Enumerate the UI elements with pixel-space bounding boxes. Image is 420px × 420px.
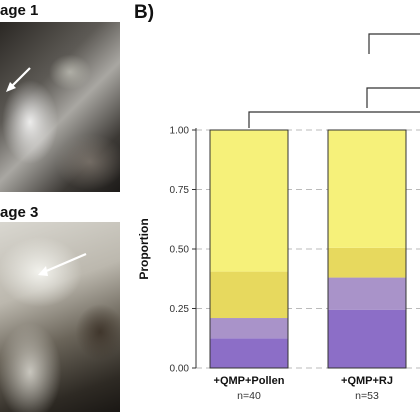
y-tick-label: 0.75 (170, 185, 190, 196)
grid-layer (196, 129, 420, 369)
stage-1-arrow-icon (6, 67, 31, 92)
bar-outline (209, 129, 289, 369)
bar-segment (328, 277, 406, 310)
sample-size-label: n=40 (237, 390, 261, 402)
bar-segment (328, 247, 406, 278)
stacked-bar-chart: 0.00 0.25 0.50 0.75 1.00 Proportion +QMP+Polle… (137, 33, 420, 403)
stage-3-arrow-icon (38, 252, 87, 276)
sample-size-label: n=53 (355, 390, 379, 402)
bar-segment (210, 338, 288, 368)
bar-segment (210, 318, 288, 339)
y-tick-label: 1.00 (170, 126, 190, 137)
bar-outline (327, 129, 407, 369)
bar-segment (210, 130, 288, 272)
y-tick-label: 0.50 (170, 245, 190, 256)
y-axis-label: Proportion (137, 218, 151, 279)
bar-segment (210, 271, 288, 319)
bracket-layer: nsns (248, 33, 420, 128)
stage-3-label: age 3 (0, 204, 39, 221)
significance-bracket (248, 111, 420, 128)
y-tick-label: 0.25 (170, 304, 190, 315)
significance-bracket (368, 33, 420, 54)
x-tick-label: +QMP+Pollen (214, 375, 285, 387)
significance-bracket (366, 87, 420, 108)
panel-b-letter: B) (134, 2, 155, 23)
stage-1-photo (0, 22, 120, 192)
bar-segment (328, 130, 406, 248)
x-tick-label: +QMP+RJ (341, 375, 393, 387)
panel-a-photos: age 1 age 3 (0, 0, 120, 420)
stage-1-label: age 1 (0, 2, 39, 19)
y-tick-label: 0.00 (170, 364, 190, 375)
stage-3-photo (0, 222, 120, 412)
bars-layer (209, 129, 407, 369)
bar-segment (328, 309, 406, 368)
axis-layer: 0.00 0.25 0.50 0.75 1.00 Proportion +QMP+Polle… (137, 126, 393, 403)
